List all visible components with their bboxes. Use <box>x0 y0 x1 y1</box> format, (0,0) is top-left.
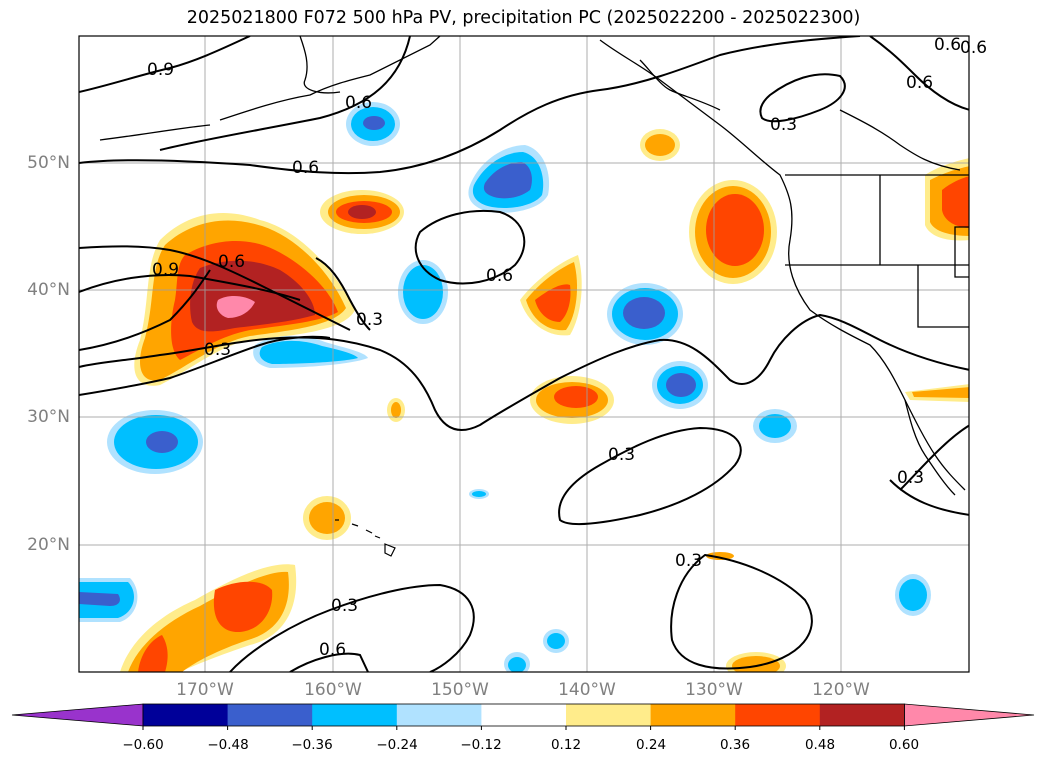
lat-label: 50°N <box>27 153 70 173</box>
colorbar-tick-label: −0.36 <box>291 737 333 753</box>
precip-fill-layer <box>79 102 969 672</box>
contour-label: 0.6 <box>486 266 514 286</box>
contour-label: 0.6 <box>960 38 988 58</box>
lon-label: 140°W <box>558 680 616 700</box>
precip-blob <box>309 502 345 534</box>
precip-blob <box>535 284 571 322</box>
colorbar-segment <box>566 704 652 726</box>
contour-label: 0.3 <box>675 551 703 571</box>
colorbar-tick-label: −0.48 <box>207 737 249 753</box>
colorbar-outline <box>142 703 905 727</box>
lon-label: 170°W <box>176 680 234 700</box>
precip-blob <box>912 387 969 398</box>
colorbar-segment <box>227 704 313 726</box>
contour-label: 0.6 <box>934 35 962 55</box>
contour-label: 0.9 <box>152 260 180 280</box>
precip-blob <box>79 592 120 606</box>
colorbar-segment <box>819 704 905 726</box>
colorbar-tick-label: 0.36 <box>719 737 751 753</box>
precip-blob <box>483 162 532 199</box>
hawaii-islands <box>335 519 396 557</box>
precip-blob <box>759 414 791 438</box>
contour-label: 0.6 <box>319 640 347 660</box>
precip-blob <box>554 386 598 408</box>
colorbar-tick-label: 0.24 <box>635 737 667 753</box>
map-frame <box>78 35 970 673</box>
colorbar-segment <box>650 704 736 726</box>
colorbar-segment <box>735 704 821 726</box>
graticule <box>79 36 969 672</box>
colorbar <box>11 703 1035 730</box>
colorbar-segment <box>396 704 482 726</box>
colorbar-extend-low <box>11 703 144 727</box>
colorbar-tick-label: 0.48 <box>804 737 836 753</box>
colorbar-tick-label: 0.60 <box>888 737 920 753</box>
contour-label: 0.6 <box>292 158 320 178</box>
precip-blob <box>706 552 734 560</box>
colorbar-tick-label: −0.24 <box>376 737 418 753</box>
lat-label: 20°N <box>27 535 70 555</box>
precip-blob <box>547 633 565 649</box>
precip-blob <box>472 491 486 497</box>
precip-blob <box>706 194 764 266</box>
contour-label: 0.3 <box>897 468 925 488</box>
contour-label: 0.3 <box>331 596 359 616</box>
lon-label: 160°W <box>304 680 362 700</box>
colorbar-segment <box>481 704 567 726</box>
colorbar-tick-label: −0.60 <box>122 737 164 753</box>
colorbar-tick-label: 0.12 <box>550 737 582 753</box>
precip-blob <box>138 635 168 672</box>
precip-blob <box>623 297 665 329</box>
pv-contours <box>79 36 969 672</box>
colorbar-segment <box>312 704 398 726</box>
precip-blob <box>899 579 927 611</box>
colorbar-segment <box>143 704 229 726</box>
coastlines <box>99 36 969 496</box>
precip-blob <box>348 205 376 219</box>
colorbar-extend-high <box>904 703 1035 727</box>
precip-blob <box>216 296 255 318</box>
precip-blob <box>942 176 969 228</box>
contour-label: 0.9 <box>147 60 175 80</box>
precip-blob <box>403 265 443 319</box>
precip-blob <box>645 134 675 156</box>
lon-label: 150°W <box>431 680 489 700</box>
contour-label: 0.3 <box>356 310 384 330</box>
contour-label: 0.3 <box>204 340 232 360</box>
lat-label: 30°N <box>27 407 70 427</box>
precip-blob <box>391 402 401 418</box>
precip-blob <box>508 657 526 672</box>
contour-label: 0.6 <box>218 252 246 272</box>
map-title: 2025021800 F072 500 hPa PV, precipitatio… <box>186 8 861 28</box>
precip-blob <box>666 373 696 397</box>
contour-label: 0.6 <box>906 73 934 93</box>
lon-label: 130°W <box>685 680 743 700</box>
contour-label: 0.3 <box>770 115 798 135</box>
precip-blob <box>146 431 178 453</box>
lon-label: 120°W <box>812 680 870 700</box>
colorbar-tick-label: −0.12 <box>460 737 502 753</box>
lat-label: 40°N <box>27 280 70 300</box>
precip-blob <box>363 116 385 130</box>
precip-blob <box>213 581 273 633</box>
contour-label: 0.6 <box>345 93 373 113</box>
contour-label: 0.3 <box>608 445 636 465</box>
